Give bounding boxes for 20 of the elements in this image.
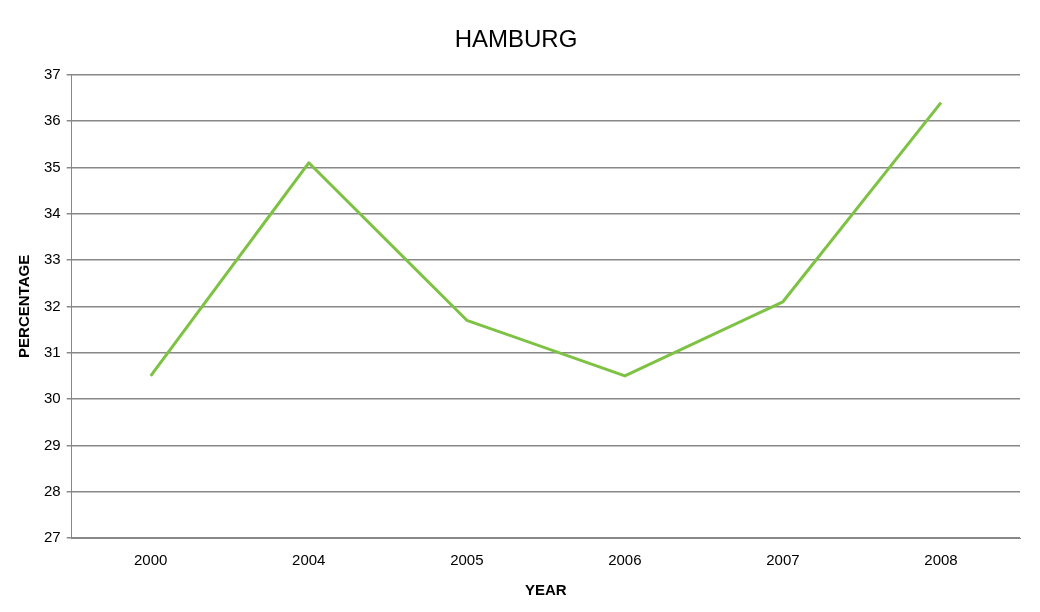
y-tick-label: 31 — [44, 342, 61, 360]
x-axis-title: YEAR — [525, 581, 567, 599]
x-tick-label: 2005 — [450, 551, 484, 569]
y-tick-label: 36 — [44, 111, 61, 129]
x-tick-label: 2000 — [134, 551, 168, 569]
y-axis-title: PERCENTAGE — [15, 254, 33, 358]
y-tick-label: 37 — [44, 64, 61, 82]
x-tick-label: 2006 — [608, 551, 642, 569]
y-tick-label: 29 — [44, 435, 61, 453]
y-tick-label: 35 — [44, 157, 61, 175]
y-tick-label: 32 — [44, 296, 61, 314]
chart-title: HAMBURG — [454, 25, 578, 53]
y-tick-label: 33 — [44, 250, 61, 268]
y-tick-label: 34 — [44, 203, 61, 221]
x-tick-label: 2004 — [292, 551, 326, 569]
y-tick-label: 30 — [44, 389, 61, 407]
y-tick-label: 27 — [44, 528, 61, 546]
x-tick-label: 2007 — [766, 551, 800, 569]
x-tick-label: 2008 — [924, 551, 958, 569]
y-tick-label: 28 — [44, 481, 61, 499]
